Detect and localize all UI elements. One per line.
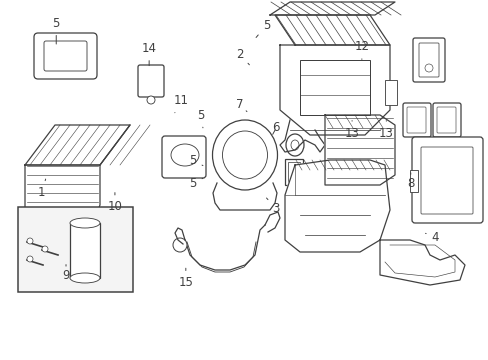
- FancyBboxPatch shape: [406, 107, 425, 133]
- Polygon shape: [379, 240, 464, 285]
- Polygon shape: [269, 2, 394, 15]
- Text: 6: 6: [272, 121, 280, 134]
- FancyBboxPatch shape: [412, 38, 444, 82]
- FancyBboxPatch shape: [432, 103, 460, 137]
- Text: 5: 5: [52, 17, 60, 44]
- Text: 13: 13: [344, 121, 359, 140]
- Text: 3: 3: [266, 198, 280, 215]
- Text: 10: 10: [107, 193, 122, 213]
- FancyBboxPatch shape: [436, 107, 455, 133]
- Polygon shape: [280, 45, 389, 135]
- FancyBboxPatch shape: [411, 137, 482, 223]
- Text: 13: 13: [378, 121, 393, 140]
- Text: 5: 5: [189, 154, 203, 167]
- Text: 12: 12: [354, 40, 368, 59]
- FancyBboxPatch shape: [162, 136, 205, 178]
- Bar: [18, 207, 133, 292]
- Text: 9: 9: [62, 265, 70, 282]
- Bar: [384, 80, 396, 105]
- Text: 14: 14: [142, 42, 156, 66]
- Ellipse shape: [222, 131, 267, 179]
- Text: 4: 4: [425, 231, 438, 244]
- Text: 11: 11: [173, 94, 188, 113]
- Bar: [287, 162, 299, 182]
- Ellipse shape: [70, 218, 100, 228]
- Circle shape: [27, 256, 33, 262]
- Circle shape: [424, 64, 432, 72]
- Ellipse shape: [285, 134, 304, 156]
- FancyBboxPatch shape: [44, 41, 87, 71]
- Ellipse shape: [70, 273, 100, 283]
- Polygon shape: [285, 160, 389, 252]
- Bar: [285, 159, 303, 185]
- Bar: [409, 170, 417, 192]
- Ellipse shape: [212, 120, 277, 190]
- Text: 8: 8: [406, 173, 414, 190]
- Circle shape: [42, 246, 48, 252]
- FancyBboxPatch shape: [418, 43, 438, 77]
- Circle shape: [27, 238, 33, 244]
- Circle shape: [147, 96, 155, 104]
- FancyBboxPatch shape: [420, 147, 472, 214]
- Text: 5: 5: [189, 177, 203, 190]
- FancyBboxPatch shape: [402, 103, 430, 137]
- Circle shape: [290, 200, 301, 210]
- Text: 5: 5: [196, 109, 204, 128]
- Text: 5: 5: [256, 19, 270, 37]
- Ellipse shape: [171, 144, 199, 166]
- Circle shape: [173, 238, 186, 252]
- Bar: [70, 223, 100, 278]
- FancyBboxPatch shape: [34, 33, 97, 79]
- Text: 15: 15: [178, 268, 193, 289]
- Ellipse shape: [290, 140, 298, 150]
- Bar: [299, 60, 369, 115]
- Text: 1: 1: [38, 179, 45, 199]
- Polygon shape: [274, 15, 389, 45]
- FancyBboxPatch shape: [138, 65, 163, 97]
- Text: 2: 2: [235, 48, 249, 65]
- Polygon shape: [325, 115, 394, 185]
- Circle shape: [285, 195, 305, 215]
- Text: 7: 7: [235, 98, 246, 112]
